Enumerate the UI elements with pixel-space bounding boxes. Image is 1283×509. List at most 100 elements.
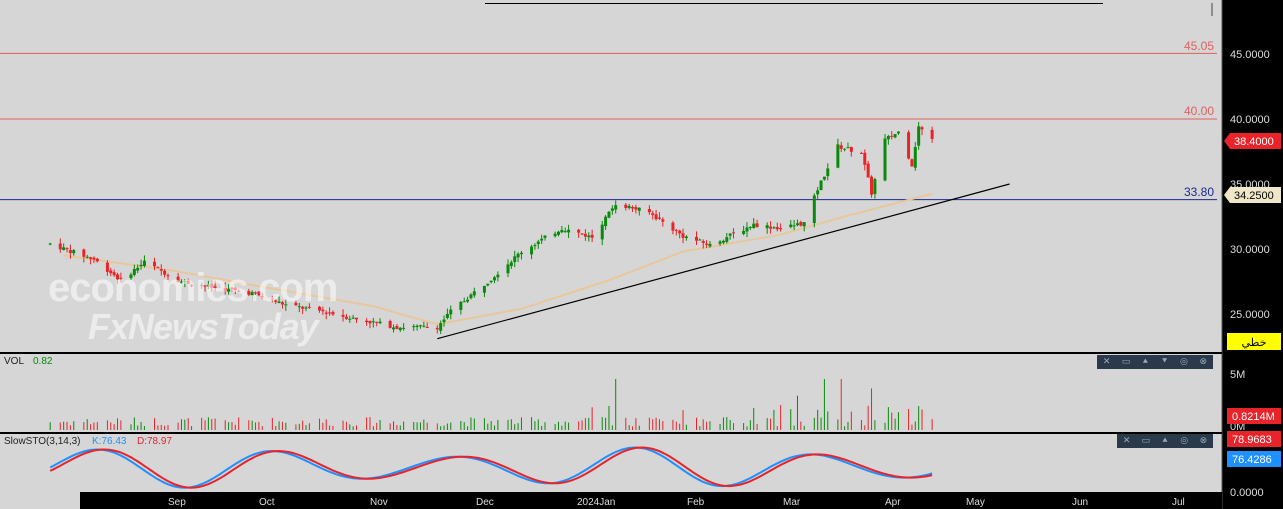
candle-body-55	[307, 306, 311, 308]
candle-body-151	[765, 225, 769, 229]
candle-body-69	[375, 321, 379, 323]
mode-badge-bg[interactable]	[1227, 333, 1281, 350]
x-label-feb: Feb	[687, 497, 705, 508]
candle-body-121	[624, 204, 628, 208]
candle-body-116	[600, 224, 604, 240]
candle-body-169	[846, 147, 850, 149]
window-icon[interactable]: ▭	[1141, 436, 1151, 446]
candle-body-66	[365, 320, 369, 323]
candle-body-37	[227, 288, 231, 292]
candle-body-77	[415, 325, 419, 328]
close-icon[interactable]: ⊗	[1199, 436, 1208, 446]
vol-value: 0.82	[33, 356, 53, 367]
candle-body-108	[560, 229, 564, 233]
candle-body-178	[890, 135, 894, 137]
candle-body-185	[920, 127, 924, 130]
close-icon[interactable]: ⊗	[1199, 357, 1208, 367]
candle-body-183	[913, 147, 917, 168]
candle-body-26	[176, 276, 180, 282]
settings-icon[interactable]: ◎	[1180, 357, 1188, 367]
candle-body-75	[402, 327, 406, 329]
candle-body-164	[822, 176, 826, 180]
window-icon[interactable]: ▭	[1121, 357, 1131, 367]
close-icon[interactable]: ✕	[1102, 357, 1111, 367]
candle-body-103	[536, 241, 540, 245]
candle-body-109	[563, 231, 567, 233]
candle-body-101	[530, 246, 534, 255]
candle-body-71	[388, 321, 392, 328]
sto-panel-controls: ✕ ▭ ⯅ ◎ ⊗	[1117, 434, 1213, 448]
candle-body-43	[254, 292, 258, 294]
candle-body-23	[159, 269, 163, 271]
candle-body-154	[775, 227, 779, 230]
arrow-up-icon[interactable]: ⯅	[1141, 357, 1149, 367]
candle-body-80	[425, 327, 429, 329]
candle-body-95	[496, 274, 500, 278]
candle-body-140	[708, 243, 712, 247]
candle-body-174	[870, 176, 874, 195]
sto-d-badge-bg	[1227, 431, 1281, 447]
candle-body-68	[371, 321, 375, 323]
candle-body-17	[132, 268, 136, 275]
candle-body-32	[203, 285, 207, 287]
vol-badge: 0.8214M	[1232, 411, 1275, 423]
arrow-down-icon[interactable]: ⯆	[1161, 357, 1169, 367]
candle-body-167	[839, 145, 843, 149]
candle-body-186	[930, 129, 934, 139]
candle-body-102	[533, 245, 537, 247]
candle-body-114	[587, 235, 591, 238]
candle-body-136	[694, 236, 698, 241]
candle-body-7	[85, 256, 89, 258]
candle-body-56	[317, 306, 321, 311]
axis-tick-30: 30.0000	[1230, 244, 1270, 256]
candle-body-117	[604, 216, 608, 227]
candle-body-9	[92, 257, 96, 260]
candle-body-170	[849, 146, 853, 152]
candle-body-50	[284, 304, 288, 306]
x-label-dec: Dec	[476, 497, 494, 508]
mode-badge[interactable]: خطي	[1242, 337, 1267, 349]
candle-body-18	[136, 267, 140, 271]
sto-title: SlowSTO(3,14,3)	[4, 436, 81, 447]
candle-body-24	[163, 270, 167, 275]
trendline	[437, 183, 1010, 340]
candle-body-87	[462, 301, 466, 303]
level-label-40-00: 40.00	[1184, 104, 1214, 118]
candle-body-36	[223, 287, 227, 292]
x-label-nov: Nov	[370, 497, 388, 508]
sto-k-badge: 76.4286	[1232, 454, 1272, 466]
candle-body-31	[200, 285, 204, 287]
candle-body-98	[513, 256, 517, 262]
candle-body-70	[378, 321, 382, 324]
candle-body-149	[752, 223, 756, 229]
x-label-sep: Sep	[168, 497, 186, 508]
candle-body-105	[543, 235, 547, 238]
arrow-up-icon[interactable]: ⯅	[1161, 436, 1169, 446]
candle-body-138	[701, 241, 705, 243]
candle-body-67	[368, 320, 372, 324]
level-label-33-80: 33.80	[1184, 185, 1214, 199]
candle-body-166	[836, 144, 840, 168]
candle-body-88	[466, 299, 470, 302]
candle-body-22	[156, 267, 160, 269]
candle-body-131	[671, 222, 675, 231]
candle-body-163	[819, 180, 823, 191]
candle-body-125	[637, 207, 641, 211]
candle-body-93	[489, 280, 493, 283]
candle-body-44	[257, 291, 261, 296]
candle-body-10	[95, 258, 99, 262]
candle-body-76	[412, 326, 416, 328]
close-icon[interactable]: ✕	[1122, 436, 1131, 446]
candle-body-145	[732, 232, 736, 234]
candle-body-81	[435, 327, 439, 330]
candle-body-62	[344, 316, 348, 319]
candle-body-99	[516, 253, 520, 258]
candle-body-106	[553, 233, 557, 237]
sto-axis-zero: 0.0000	[1230, 487, 1264, 499]
vol-panel-controls: ✕ ▭ ⯅ ⯆ ◎ ⊗	[1097, 355, 1213, 369]
candle-body-107	[556, 231, 560, 235]
sto-k-badge-bg	[1227, 451, 1281, 467]
candle-body-64	[351, 317, 355, 319]
candle-body-12	[109, 270, 113, 274]
settings-icon[interactable]: ◎	[1180, 436, 1189, 446]
